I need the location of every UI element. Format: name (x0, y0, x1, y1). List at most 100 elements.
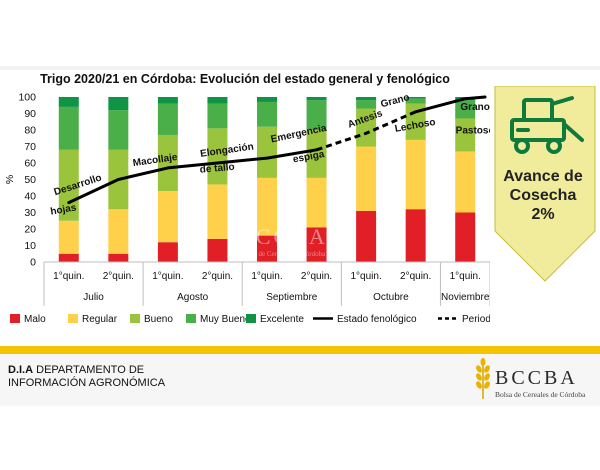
month-label: Septiembre (266, 292, 318, 303)
bar-segment (108, 97, 129, 111)
x-tick-label: 1°quin. (450, 271, 481, 282)
harvest-line1: Avance de (503, 168, 583, 185)
legend-swatch (246, 314, 256, 323)
department-name: D.I.A DEPARTAMENTO DE INFORMACIÓN AGRONÓ… (8, 364, 165, 390)
bar-segment (108, 110, 129, 150)
bar-segment (207, 128, 228, 185)
y-tick-label: 90 (24, 108, 36, 120)
legend-swatch (10, 314, 20, 323)
footer-accent-bar (0, 346, 600, 354)
y-tick-label: 20 (24, 224, 36, 236)
legend-swatch (68, 314, 78, 323)
bar-segment (58, 106, 79, 150)
legend-label: Excelente (260, 314, 304, 325)
bar-segment (157, 103, 178, 135)
bar-segment (356, 108, 377, 147)
harvest-value: 2% (531, 206, 555, 223)
bar-segment (257, 235, 277, 262)
bar-segment (207, 103, 228, 129)
department-line2: INFORMACIÓN AGRONÓMICA (8, 377, 166, 389)
bar-segment (455, 212, 476, 262)
phenology-line (67, 148, 319, 205)
bar-segment (257, 177, 277, 236)
logo-subtitle: Bolsa de Cereales de Córdoba (495, 390, 586, 399)
bar-segment (356, 146, 377, 211)
combine-harvester-icon (510, 96, 584, 154)
phenology-line (414, 95, 487, 114)
month-label: Agosto (177, 292, 209, 303)
legend-label: Estado fenológico (337, 314, 417, 325)
month-label: Octubre (373, 292, 409, 303)
month-label: Noviembre (441, 292, 490, 303)
bar-segment (207, 184, 228, 239)
y-tick-label: 100 (18, 92, 36, 104)
bar-segment (306, 100, 327, 130)
bar-segment (405, 98, 426, 104)
department-line1: DEPARTAMENTO DE (33, 364, 145, 376)
x-tick-label: 1°quin. (251, 271, 282, 282)
y-tick-label: 80 (24, 125, 36, 137)
bar-segment (207, 238, 228, 262)
bar-segment (405, 139, 426, 210)
y-tick-label: 40 (24, 191, 36, 203)
bar-segment (455, 100, 476, 119)
y-tick-label: 0 (30, 257, 36, 269)
bar-segment (58, 97, 79, 107)
stage-label: espiga (292, 149, 326, 165)
bar-segment (58, 149, 79, 221)
bar-segment (257, 126, 277, 178)
bar-segment (405, 209, 426, 262)
legend-label: Muy Bueno (200, 314, 251, 325)
bar-segment (306, 227, 327, 262)
bar-segment (306, 177, 327, 228)
wheat-icon (476, 358, 490, 399)
harvest-progress-panel (494, 86, 596, 282)
watermark-logo: BCCBA (238, 224, 328, 249)
x-tick-label: 2°quin. (400, 271, 431, 282)
y-axis-label: % (4, 175, 16, 184)
bar-segment (405, 97, 426, 99)
bar-segment (157, 242, 178, 262)
bar-segment (108, 253, 129, 262)
legend-label: Periodo crítico (462, 314, 490, 325)
bar-segment (58, 220, 79, 254)
bar-segment (306, 130, 327, 178)
legend-label: Malo (24, 314, 46, 325)
bar-segment (306, 97, 327, 101)
harvest-line2: Cosecha (509, 187, 577, 204)
bar-segment (257, 101, 277, 127)
legend-label: Regular (82, 314, 118, 325)
legend-label: Bueno (144, 314, 173, 325)
bar-segment (356, 97, 377, 101)
stage-label: hojas (50, 202, 78, 217)
logo-name: BCCBA (495, 367, 578, 389)
x-tick-label: 2°quin. (103, 271, 134, 282)
x-tick-label: 2°quin. (202, 271, 233, 282)
bar-segment (157, 191, 178, 243)
y-tick-label: 10 (24, 240, 36, 252)
bar-segment (58, 253, 79, 262)
stage-label: Pastoso (456, 125, 490, 136)
bar-segment (257, 97, 277, 102)
y-tick-label: 60 (24, 158, 36, 170)
x-tick-label: 1°quin. (152, 271, 183, 282)
phenology-line (316, 110, 417, 152)
bar-segment (108, 209, 129, 254)
x-tick-label: 2°quin. (301, 271, 332, 282)
legend-swatch (130, 314, 140, 323)
top-band (0, 66, 600, 70)
stage-label: de tallo (199, 162, 235, 176)
bar-segment (356, 210, 377, 262)
panel-arrow-shape (494, 86, 596, 282)
bar-segment (207, 97, 228, 104)
footer: D.I.A DEPARTAMENTO DE INFORMACIÓN AGRONÓ… (0, 354, 600, 406)
month-label: Julio (83, 292, 104, 303)
bar-segment (157, 134, 178, 192)
harvest-progress-text: Avance de Cosecha 2% (492, 167, 594, 224)
bar-segment (157, 97, 178, 104)
legend-swatch (186, 314, 196, 323)
stage-label: Grano (460, 102, 489, 113)
bar-segment (455, 151, 476, 213)
x-tick-label: 1°quin. (53, 271, 84, 282)
